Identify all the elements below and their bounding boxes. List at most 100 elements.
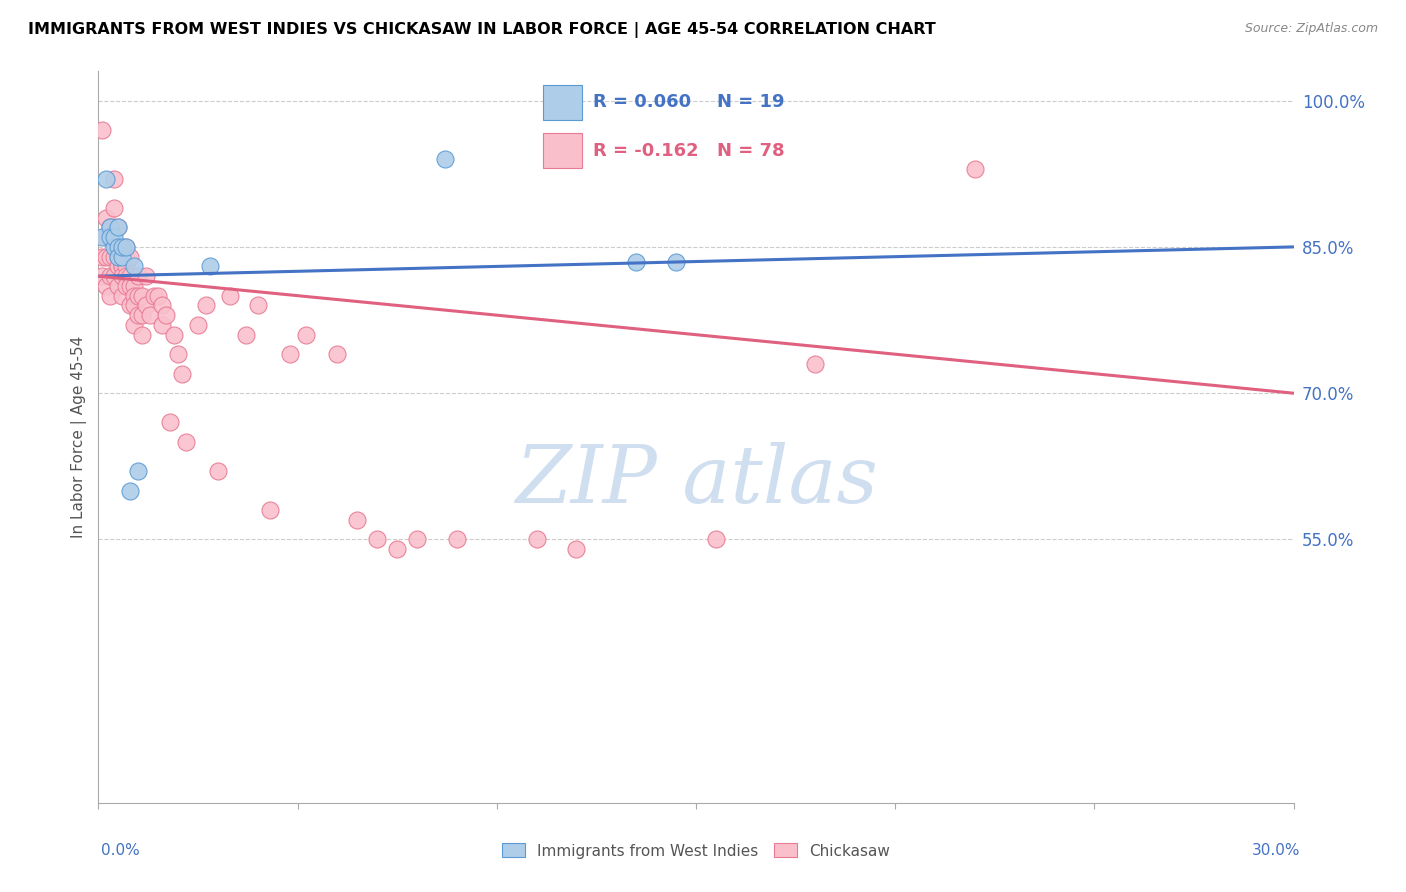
Point bbox=[111, 240, 134, 254]
Point bbox=[665, 254, 688, 268]
Point bbox=[148, 288, 170, 302]
Point bbox=[624, 254, 647, 268]
Point bbox=[98, 220, 122, 235]
Point bbox=[98, 230, 122, 244]
Point bbox=[107, 240, 129, 254]
Point bbox=[96, 171, 118, 186]
Point bbox=[98, 269, 122, 284]
Text: R = -0.162: R = -0.162 bbox=[593, 142, 699, 160]
Point bbox=[115, 240, 138, 254]
Y-axis label: In Labor Force | Age 45-54: In Labor Force | Age 45-54 bbox=[72, 336, 87, 538]
Point bbox=[91, 250, 114, 264]
Text: N = 78: N = 78 bbox=[717, 142, 785, 160]
Point bbox=[111, 260, 134, 274]
Point bbox=[385, 542, 409, 557]
Point bbox=[120, 298, 142, 312]
Text: Source: ZipAtlas.com: Source: ZipAtlas.com bbox=[1244, 22, 1378, 36]
Point bbox=[704, 533, 727, 547]
Point bbox=[115, 250, 138, 264]
Point bbox=[127, 269, 149, 284]
Point bbox=[103, 250, 125, 264]
Point bbox=[91, 230, 114, 244]
Point bbox=[103, 171, 125, 186]
Point bbox=[127, 288, 149, 302]
Point bbox=[259, 503, 281, 517]
Point bbox=[91, 269, 114, 284]
Point bbox=[131, 288, 153, 302]
Point bbox=[366, 533, 388, 547]
Point bbox=[278, 347, 301, 361]
Point bbox=[124, 279, 146, 293]
Point bbox=[98, 250, 122, 264]
Point bbox=[96, 230, 118, 244]
Point bbox=[326, 347, 349, 361]
Point bbox=[103, 240, 125, 254]
Point bbox=[174, 434, 197, 449]
Point bbox=[124, 298, 146, 312]
Text: R = 0.060: R = 0.060 bbox=[593, 94, 692, 112]
Point bbox=[107, 250, 129, 264]
Point bbox=[103, 269, 125, 284]
Point bbox=[120, 250, 142, 264]
Point bbox=[235, 327, 257, 342]
Point bbox=[120, 279, 142, 293]
Point bbox=[172, 367, 194, 381]
Point bbox=[115, 240, 138, 254]
Text: ZIP atlas: ZIP atlas bbox=[515, 442, 877, 520]
Point bbox=[246, 298, 269, 312]
Point bbox=[131, 308, 153, 322]
Point bbox=[98, 288, 122, 302]
Point bbox=[143, 288, 166, 302]
Text: N = 19: N = 19 bbox=[717, 94, 785, 112]
Point bbox=[135, 269, 157, 284]
Point bbox=[194, 298, 218, 312]
Point bbox=[346, 513, 368, 527]
Point bbox=[98, 230, 122, 244]
Point bbox=[103, 201, 125, 215]
Point bbox=[111, 250, 134, 264]
Text: IMMIGRANTS FROM WEST INDIES VS CHICKASAW IN LABOR FORCE | AGE 45-54 CORRELATION : IMMIGRANTS FROM WEST INDIES VS CHICKASAW… bbox=[28, 22, 936, 38]
Point bbox=[111, 260, 134, 274]
Point bbox=[294, 327, 316, 342]
Point bbox=[111, 250, 134, 264]
Text: 30.0%: 30.0% bbox=[1253, 843, 1301, 858]
Point bbox=[96, 250, 118, 264]
Point bbox=[111, 269, 134, 284]
Point bbox=[107, 260, 129, 274]
Point bbox=[107, 240, 129, 254]
Point bbox=[155, 308, 177, 322]
Point bbox=[115, 269, 138, 284]
Point bbox=[150, 318, 173, 332]
Point bbox=[406, 533, 429, 547]
Point bbox=[96, 211, 118, 225]
Legend: Immigrants from West Indies, Chickasaw: Immigrants from West Indies, Chickasaw bbox=[496, 838, 896, 864]
Point bbox=[167, 347, 190, 361]
Point bbox=[198, 260, 221, 274]
Point bbox=[107, 220, 129, 235]
Point bbox=[131, 327, 153, 342]
Point bbox=[115, 260, 138, 274]
Point bbox=[120, 269, 142, 284]
Point bbox=[526, 533, 548, 547]
FancyBboxPatch shape bbox=[543, 85, 582, 120]
Point bbox=[219, 288, 242, 302]
Point bbox=[159, 416, 181, 430]
Point bbox=[120, 483, 142, 498]
Point bbox=[139, 308, 162, 322]
Point bbox=[107, 250, 129, 264]
Point bbox=[98, 220, 122, 235]
Point bbox=[433, 152, 456, 166]
Point bbox=[163, 327, 186, 342]
Point bbox=[446, 533, 468, 547]
Point bbox=[124, 318, 146, 332]
Point bbox=[187, 318, 209, 332]
Point bbox=[135, 298, 157, 312]
Point bbox=[107, 220, 129, 235]
Point bbox=[565, 542, 588, 557]
Point bbox=[91, 123, 114, 137]
Point bbox=[103, 230, 125, 244]
Point bbox=[115, 279, 138, 293]
Point bbox=[127, 308, 149, 322]
Point bbox=[96, 279, 118, 293]
Point bbox=[804, 357, 827, 371]
